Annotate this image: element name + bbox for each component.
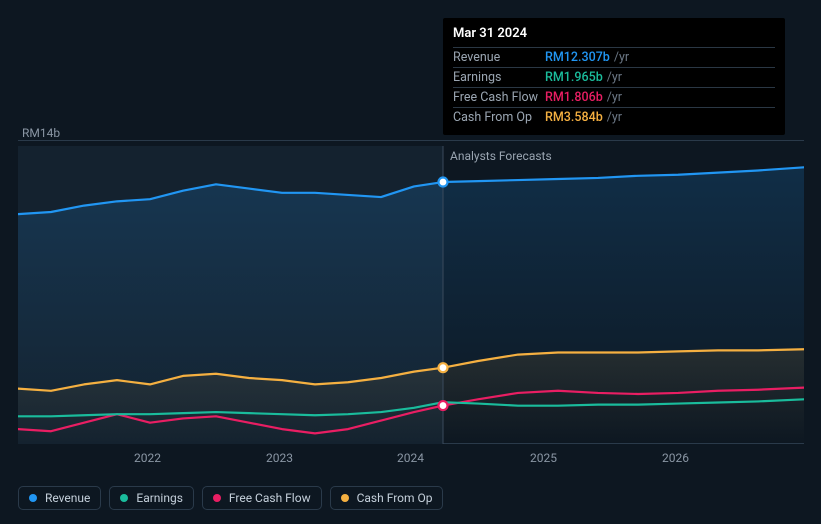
legend-item-revenue[interactable]: Revenue: [18, 486, 101, 510]
tooltip-metric-label: Earnings: [453, 70, 545, 85]
tooltip-metric-unit: /yr: [607, 90, 622, 105]
tooltip-row-earnings: EarningsRM1.965b/yr: [453, 67, 775, 87]
legend-item-earnings[interactable]: Earnings: [109, 486, 194, 510]
tooltip-metric-unit: /yr: [607, 110, 622, 125]
legend-label: Earnings: [136, 491, 183, 505]
tooltip-row-revenue: RevenueRM12.307b/yr: [453, 47, 775, 67]
x-axis-label: 2026: [662, 451, 689, 465]
legend-dot-icon: [120, 494, 128, 502]
legend-dot-icon: [213, 494, 221, 502]
chart-plot-area[interactable]: [18, 146, 804, 444]
chart-legend: Revenue Earnings Free Cash Flow Cash From O…: [18, 486, 443, 510]
tooltip-row-cash-from-op: Cash From OpRM3.584b/yr: [453, 107, 775, 127]
tooltip-row-free-cash-flow: Free Cash FlowRM1.806b/yr: [453, 87, 775, 107]
tooltip-metric-label: Free Cash Flow: [453, 90, 545, 105]
legend-item-cash_from_op[interactable]: Cash From Op: [330, 486, 444, 510]
hover-marker: [439, 363, 448, 372]
tooltip-metric-unit: /yr: [607, 70, 622, 85]
x-axis-label: 2025: [530, 451, 557, 465]
tooltip-metric-value: RM3.584b: [545, 110, 603, 125]
legend-label: Cash From Op: [357, 491, 433, 505]
tooltip-metric-unit: /yr: [614, 50, 629, 65]
gridline-top: [18, 140, 804, 141]
tooltip-metric-label: Cash From Op: [453, 110, 545, 125]
tooltip-metric-value: RM1.806b: [545, 90, 603, 105]
legend-item-free_cash_flow[interactable]: Free Cash Flow: [202, 486, 322, 510]
x-axis-label: 2024: [397, 451, 424, 465]
legend-label: Revenue: [45, 491, 90, 505]
legend-dot-icon: [341, 494, 349, 502]
tooltip-metric-value: RM12.307b: [545, 50, 610, 65]
financial-forecast-chart: RM14b RM0 Past Analysts Forecasts Mar 31…: [0, 0, 821, 524]
legend-label: Free Cash Flow: [229, 491, 311, 505]
hover-tooltip: Mar 31 2024 RevenueRM12.307b/yrEarningsR…: [443, 18, 785, 135]
x-axis-label: 2023: [266, 451, 293, 465]
tooltip-metric-label: Revenue: [453, 50, 545, 65]
hover-marker: [439, 178, 448, 187]
legend-dot-icon: [29, 494, 37, 502]
tooltip-date: Mar 31 2024: [453, 26, 775, 45]
x-axis-label: 2022: [134, 451, 161, 465]
y-axis-label-max: RM14b: [22, 126, 60, 140]
hover-marker: [439, 401, 448, 410]
tooltip-metric-value: RM1.965b: [545, 70, 603, 85]
